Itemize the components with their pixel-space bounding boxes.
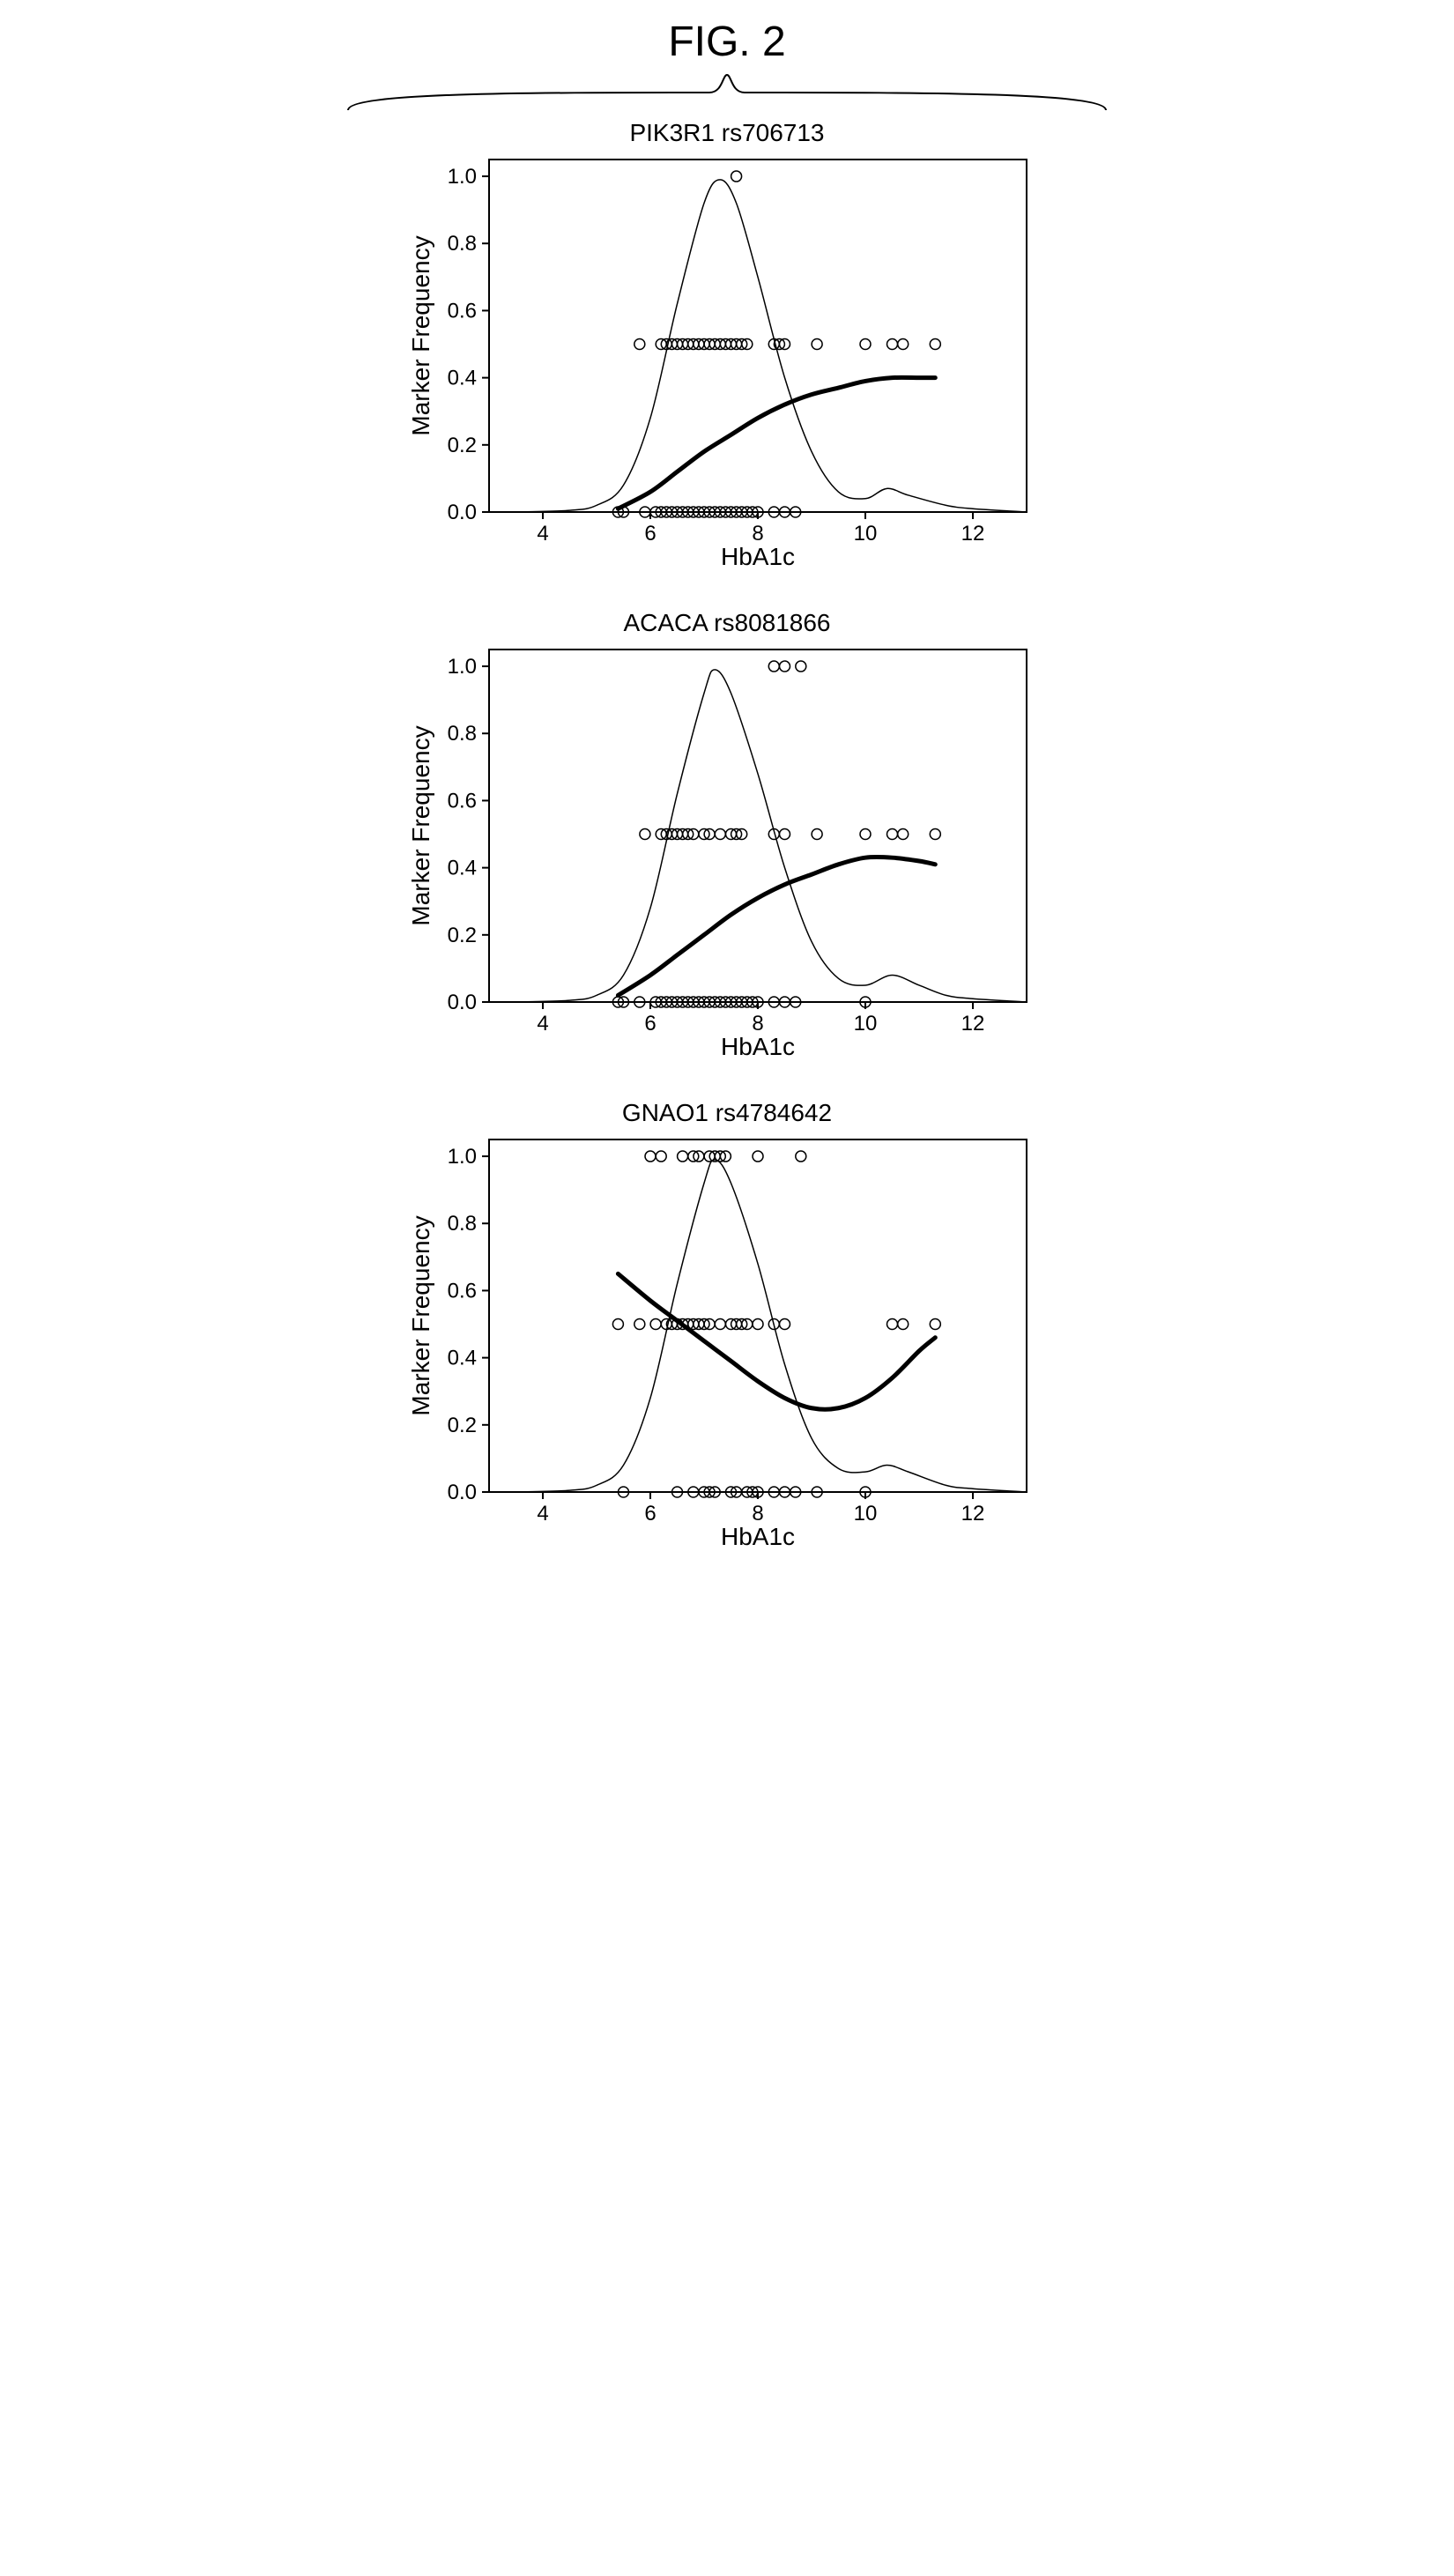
scatter-point [715,1319,725,1330]
scatter-point [812,339,822,350]
scatter-point [640,829,650,840]
x-tick-label: 10 [854,1012,878,1036]
chart-svg: 4 6 8 10 12 0.0 0.2 0.4 0.6 0.8 1.0 HbA1c Marker Fre… [410,1131,1044,1554]
panel-title: PIK3R1 rs706713 [629,119,824,147]
x-tick-label: 4 [537,1502,548,1526]
x-tick-label: 10 [854,1502,878,1526]
scatter-point [930,1319,940,1330]
scatter-point [780,1319,790,1330]
x-axis-label: HbA1c [721,1033,795,1060]
density-curve [516,1160,1027,1492]
scatter-point [930,339,940,350]
scatter-point [650,1319,661,1330]
axes-box [489,650,1027,1002]
figure-container: FIG. 2 PIK3R1 rs706713 4 6 8 10 12 0.0 0.2 0.4 0.… [330,18,1124,1554]
scatter-point [656,1151,666,1162]
scatter-point [612,1319,623,1330]
scatter-point [731,171,742,182]
scatter-point [898,829,909,840]
panel-title: GNAO1 rs4784642 [622,1099,832,1127]
scatter-point [898,339,909,350]
trend-curve [618,1273,935,1409]
density-curve [516,180,1027,512]
y-tick-label: 0.6 [448,1279,477,1303]
y-tick-label: 0.6 [448,789,477,813]
scatter-point [860,829,871,840]
scatter-point [898,1319,909,1330]
y-axis-label: Marker Frequency [410,235,434,435]
axes-box [489,160,1027,512]
x-tick-label: 6 [644,1012,656,1036]
scatter-point [812,829,822,840]
density-curve [516,670,1027,1002]
scatter-point [780,661,790,672]
y-tick-label: 0.4 [448,1347,477,1370]
x-axis-label: HbA1c [721,543,795,570]
scatter-point [796,661,806,672]
panels-container: PIK3R1 rs706713 4 6 8 10 12 0.0 0.2 0.4 0.6 0.8 1.0… [410,119,1044,1554]
scatter-point [887,829,898,840]
y-tick-label: 1.0 [448,1145,477,1169]
trend-curve [618,857,935,995]
x-tick-label: 4 [537,1012,548,1036]
x-tick-label: 12 [961,1012,985,1036]
y-tick-label: 0.2 [448,434,477,457]
x-tick-label: 10 [854,522,878,546]
y-tick-label: 1.0 [448,655,477,679]
scatter-point [634,1319,645,1330]
y-axis-label: Marker Frequency [410,1215,434,1415]
y-tick-label: 0.2 [448,1414,477,1437]
scatter-point [887,339,898,350]
scatter-point [715,829,725,840]
y-tick-label: 0.8 [448,722,477,746]
x-tick-label: 8 [752,1502,763,1526]
y-tick-label: 0.0 [448,991,477,1014]
y-tick-label: 0.4 [448,367,477,390]
scatter-point [860,339,871,350]
x-tick-label: 6 [644,1502,656,1526]
y-tick-label: 0.8 [448,232,477,256]
panel-acaca: ACACA rs8081866 4 6 8 10 12 0.0 0.2 0.4 0.6 0.8 1.0… [410,609,1044,1064]
panel-gnao1: GNAO1 rs4784642 4 6 8 10 12 0.0 0.2 0.4 0.6 0.8 1.0… [410,1099,1044,1554]
scatter-point [634,339,645,350]
x-tick-label: 12 [961,1502,985,1526]
chart-svg: 4 6 8 10 12 0.0 0.2 0.4 0.6 0.8 1.0 HbA1c Marker Fre… [410,641,1044,1064]
brace-icon [330,66,1124,119]
scatter-point [645,1151,656,1162]
y-tick-label: 0.6 [448,299,477,323]
x-tick-label: 6 [644,522,656,546]
panel-pik3r1: PIK3R1 rs706713 4 6 8 10 12 0.0 0.2 0.4 0.6 0.8 1.0… [410,119,1044,574]
y-tick-label: 0.2 [448,924,477,947]
scatter-point [753,1151,763,1162]
x-tick-label: 8 [752,1012,763,1036]
y-tick-label: 0.8 [448,1212,477,1236]
y-tick-label: 0.0 [448,501,477,524]
x-tick-label: 8 [752,522,763,546]
scatter-point [796,1151,806,1162]
scatter-point [780,829,790,840]
figure-title: FIG. 2 [668,18,785,66]
scatter-point [768,661,779,672]
scatter-point [753,1319,763,1330]
x-tick-label: 4 [537,522,548,546]
x-tick-label: 12 [961,522,985,546]
y-tick-label: 1.0 [448,165,477,189]
scatter-point [678,1151,688,1162]
panel-title: ACACA rs8081866 [623,609,830,637]
scatter-point [887,1319,898,1330]
y-axis-label: Marker Frequency [410,725,434,925]
axes-box [489,1140,1027,1492]
y-tick-label: 0.4 [448,857,477,880]
chart-svg: 4 6 8 10 12 0.0 0.2 0.4 0.6 0.8 1.0 HbA1c Marker Fre… [410,151,1044,574]
scatter-point [930,829,940,840]
x-axis-label: HbA1c [721,1523,795,1550]
y-tick-label: 0.0 [448,1481,477,1504]
